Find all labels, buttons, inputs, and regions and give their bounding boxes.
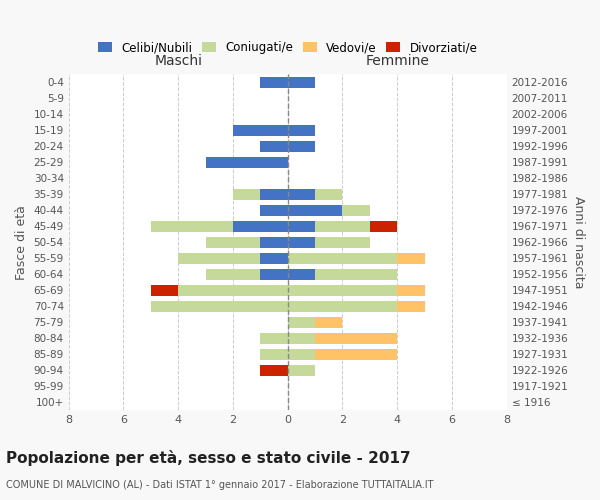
Bar (206, 268, 260, 280)
Y-axis label: Fasce di età: Fasce di età (15, 204, 28, 280)
Bar (397, 252, 425, 264)
Bar (260, 252, 287, 264)
Bar (260, 332, 287, 344)
Bar (397, 284, 425, 296)
Bar (206, 236, 260, 248)
Bar (370, 220, 397, 232)
Bar (260, 76, 287, 88)
Bar (287, 348, 315, 360)
Bar (287, 124, 315, 136)
Bar (233, 220, 287, 232)
Bar (260, 188, 287, 200)
Bar (315, 236, 370, 248)
Bar (260, 236, 287, 248)
Bar (315, 268, 397, 280)
Bar (287, 76, 315, 88)
Bar (287, 252, 397, 264)
Legend: Celibi/Nubili, Coniugati/e, Vedovi/e, Divorziati/e: Celibi/Nubili, Coniugati/e, Vedovi/e, Di… (93, 36, 482, 59)
Bar (260, 268, 287, 280)
Y-axis label: Anni di nascita: Anni di nascita (572, 196, 585, 288)
Bar (151, 300, 287, 312)
Text: Femmine: Femmine (365, 54, 429, 68)
Bar (233, 188, 260, 200)
Bar (260, 364, 287, 376)
Bar (397, 300, 425, 312)
Bar (287, 140, 315, 151)
Bar (260, 204, 287, 216)
Bar (287, 268, 315, 280)
Bar (287, 332, 315, 344)
Bar (151, 284, 178, 296)
Bar (287, 204, 343, 216)
Bar (260, 140, 287, 151)
Bar (315, 316, 343, 328)
Bar (287, 316, 315, 328)
Bar (178, 252, 260, 264)
Bar (287, 364, 315, 376)
Text: Maschi: Maschi (154, 54, 202, 68)
Bar (287, 188, 315, 200)
Bar (315, 220, 370, 232)
Bar (206, 156, 287, 168)
Bar (315, 348, 397, 360)
Bar (287, 236, 315, 248)
Bar (260, 348, 287, 360)
Bar (178, 284, 287, 296)
Bar (233, 124, 287, 136)
Bar (287, 284, 397, 296)
Bar (315, 188, 343, 200)
Bar (287, 300, 397, 312)
Text: Popolazione per età, sesso e stato civile - 2017: Popolazione per età, sesso e stato civil… (6, 450, 410, 466)
Text: COMUNE DI MALVICINO (AL) - Dati ISTAT 1° gennaio 2017 - Elaborazione TUTTAITALIA: COMUNE DI MALVICINO (AL) - Dati ISTAT 1°… (6, 480, 433, 490)
Bar (287, 220, 315, 232)
Bar (315, 332, 397, 344)
Bar (151, 220, 233, 232)
Bar (343, 204, 370, 216)
